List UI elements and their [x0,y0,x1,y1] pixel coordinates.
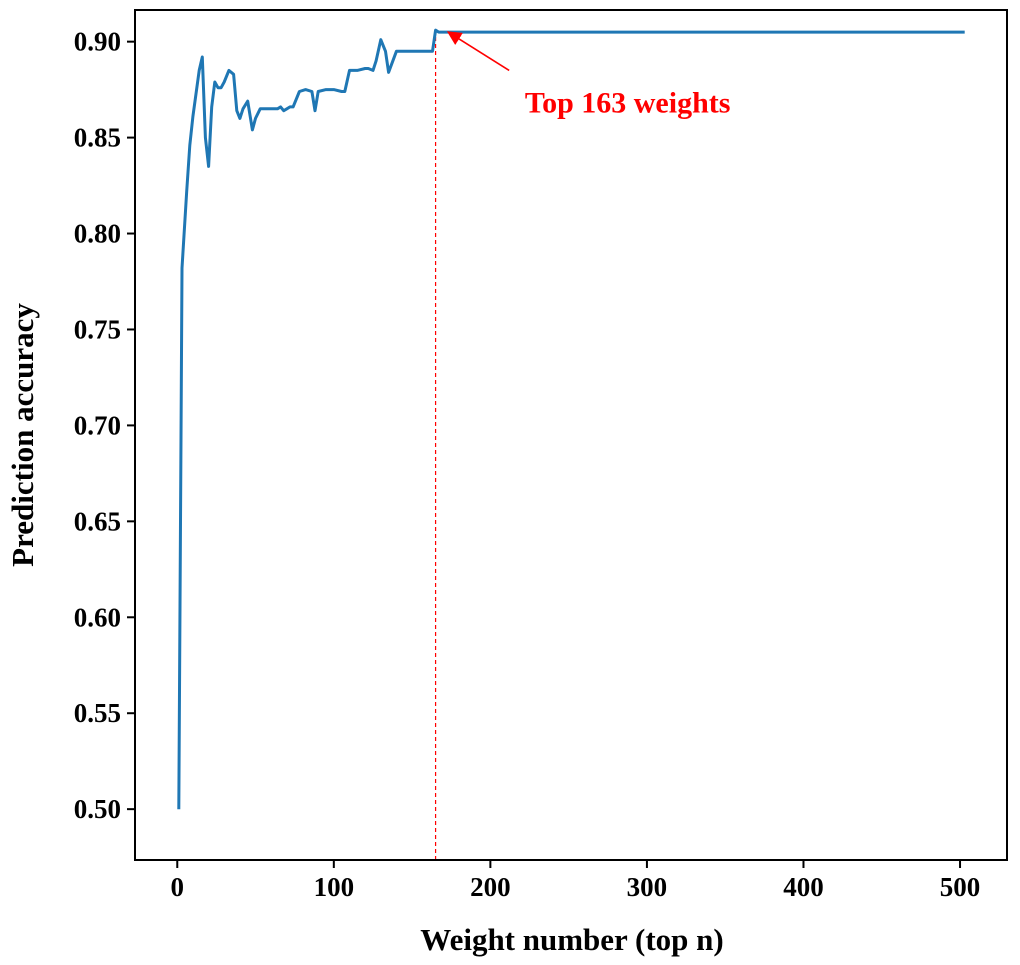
y-tick-label: 0.55 [74,698,121,728]
y-tick-label: 0.65 [74,506,121,536]
y-tick-label: 0.75 [74,314,121,344]
x-axis-label: Weight number (top n) [420,922,723,957]
x-tick-label: 300 [627,872,668,902]
plot-area [135,10,1007,860]
x-tick-label: 200 [470,872,511,902]
x-tick-label: 0 [171,872,185,902]
y-tick-label: 0.50 [74,794,121,824]
x-tick-label: 400 [783,872,824,902]
x-tick-label: 500 [940,872,981,902]
y-tick-label: 0.60 [74,602,121,632]
y-axis-label: Prediction accuracy [5,303,40,567]
x-axis: 0 100 200 300 400 500 [171,860,981,902]
y-tick-label: 0.85 [74,123,121,153]
annotation-text: Top 163 weights [525,87,731,120]
annotation-arrow [446,31,510,72]
x-tick-label: 100 [314,872,355,902]
y-axis: 0.50 0.55 0.60 0.65 0.70 0.75 0.80 0.85 0.90 [74,27,135,824]
y-tick-label: 0.90 [74,27,121,57]
y-tick-label: 0.80 [74,219,121,249]
y-tick-label: 0.70 [74,410,121,440]
series-layer [177,28,965,810]
series-line [177,28,965,810]
annotation-layer: Top 163 weights [446,31,731,120]
plot-frame [134,9,1008,861]
